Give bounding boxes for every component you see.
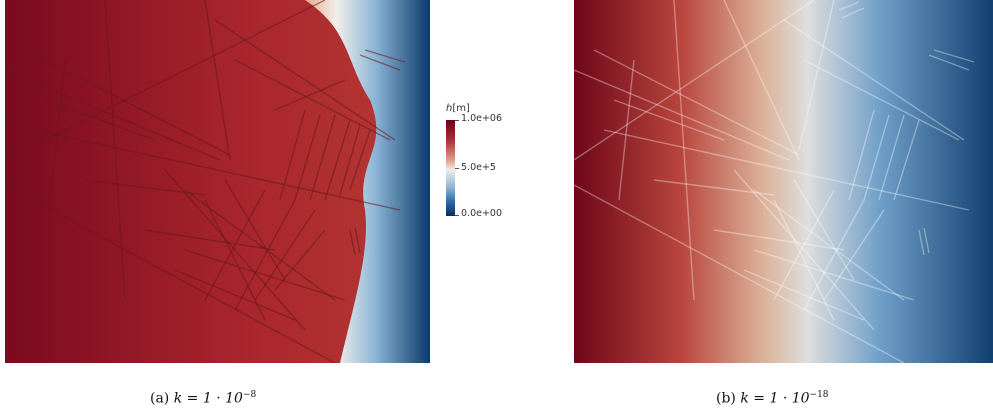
- colorbar-tick-min: [455, 215, 459, 216]
- caption-a-formula: k = 1 · 10: [173, 390, 243, 407]
- pressure-head-panel-b: [574, 0, 993, 363]
- colorbar-title: h[m]: [446, 103, 470, 114]
- fracture-network: [574, 0, 975, 363]
- low-pressure-region: [305, 0, 430, 363]
- pressure-head-panel-a: [5, 0, 430, 363]
- colorbar-variable: h: [446, 103, 453, 114]
- colorbar-tick-mid: [455, 168, 459, 169]
- caption-a: (a) k = 1 · 10−8: [150, 390, 256, 407]
- fracture-network: [5, 0, 406, 363]
- colorbar-unit: [m]: [452, 103, 470, 114]
- colorbar-label-mid: 5.0e+5: [461, 162, 496, 173]
- colorbar-tick-max: [455, 120, 459, 121]
- caption-a-tag: (a): [150, 390, 170, 407]
- caption-b-tag: (b): [716, 390, 736, 407]
- pressure-field-b: [574, 0, 993, 363]
- colorbar-label-min: 0.0e+00: [461, 208, 503, 219]
- colorbar-gradient: [446, 120, 455, 216]
- caption-b-exponent: −18: [809, 390, 829, 400]
- caption-b-formula: k = 1 · 10: [740, 390, 810, 407]
- pressure-field-a: [5, 0, 430, 363]
- caption-a-exponent: −8: [242, 390, 257, 400]
- colorbar: h[m] 1.0e+06 5.0e+5 0.0e+00: [442, 103, 532, 223]
- background-field: [574, 0, 993, 363]
- caption-b: (b) k = 1 · 10−18: [716, 390, 829, 407]
- colorbar-label-max: 1.0e+06: [461, 113, 503, 124]
